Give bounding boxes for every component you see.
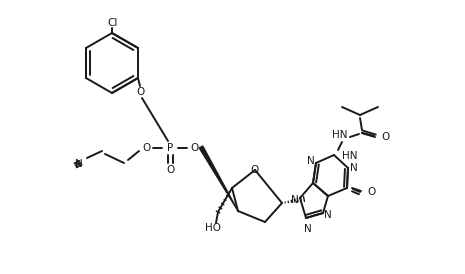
- Text: O: O: [368, 187, 376, 197]
- Text: P: P: [167, 143, 173, 153]
- Text: N: N: [324, 210, 332, 220]
- Text: HN: HN: [342, 151, 358, 161]
- Text: N: N: [304, 224, 312, 234]
- Text: Cl: Cl: [108, 18, 118, 28]
- Text: O: O: [166, 165, 174, 175]
- Text: O: O: [381, 132, 389, 142]
- Text: HO: HO: [205, 223, 221, 233]
- Text: N: N: [75, 159, 83, 169]
- Text: N: N: [307, 156, 315, 166]
- Polygon shape: [199, 146, 238, 211]
- Text: N: N: [291, 195, 299, 205]
- Text: HN: HN: [332, 130, 348, 140]
- Text: O: O: [142, 143, 150, 153]
- Text: O: O: [190, 143, 198, 153]
- Text: O: O: [250, 165, 258, 175]
- Text: O: O: [137, 87, 145, 97]
- Text: N: N: [350, 163, 358, 173]
